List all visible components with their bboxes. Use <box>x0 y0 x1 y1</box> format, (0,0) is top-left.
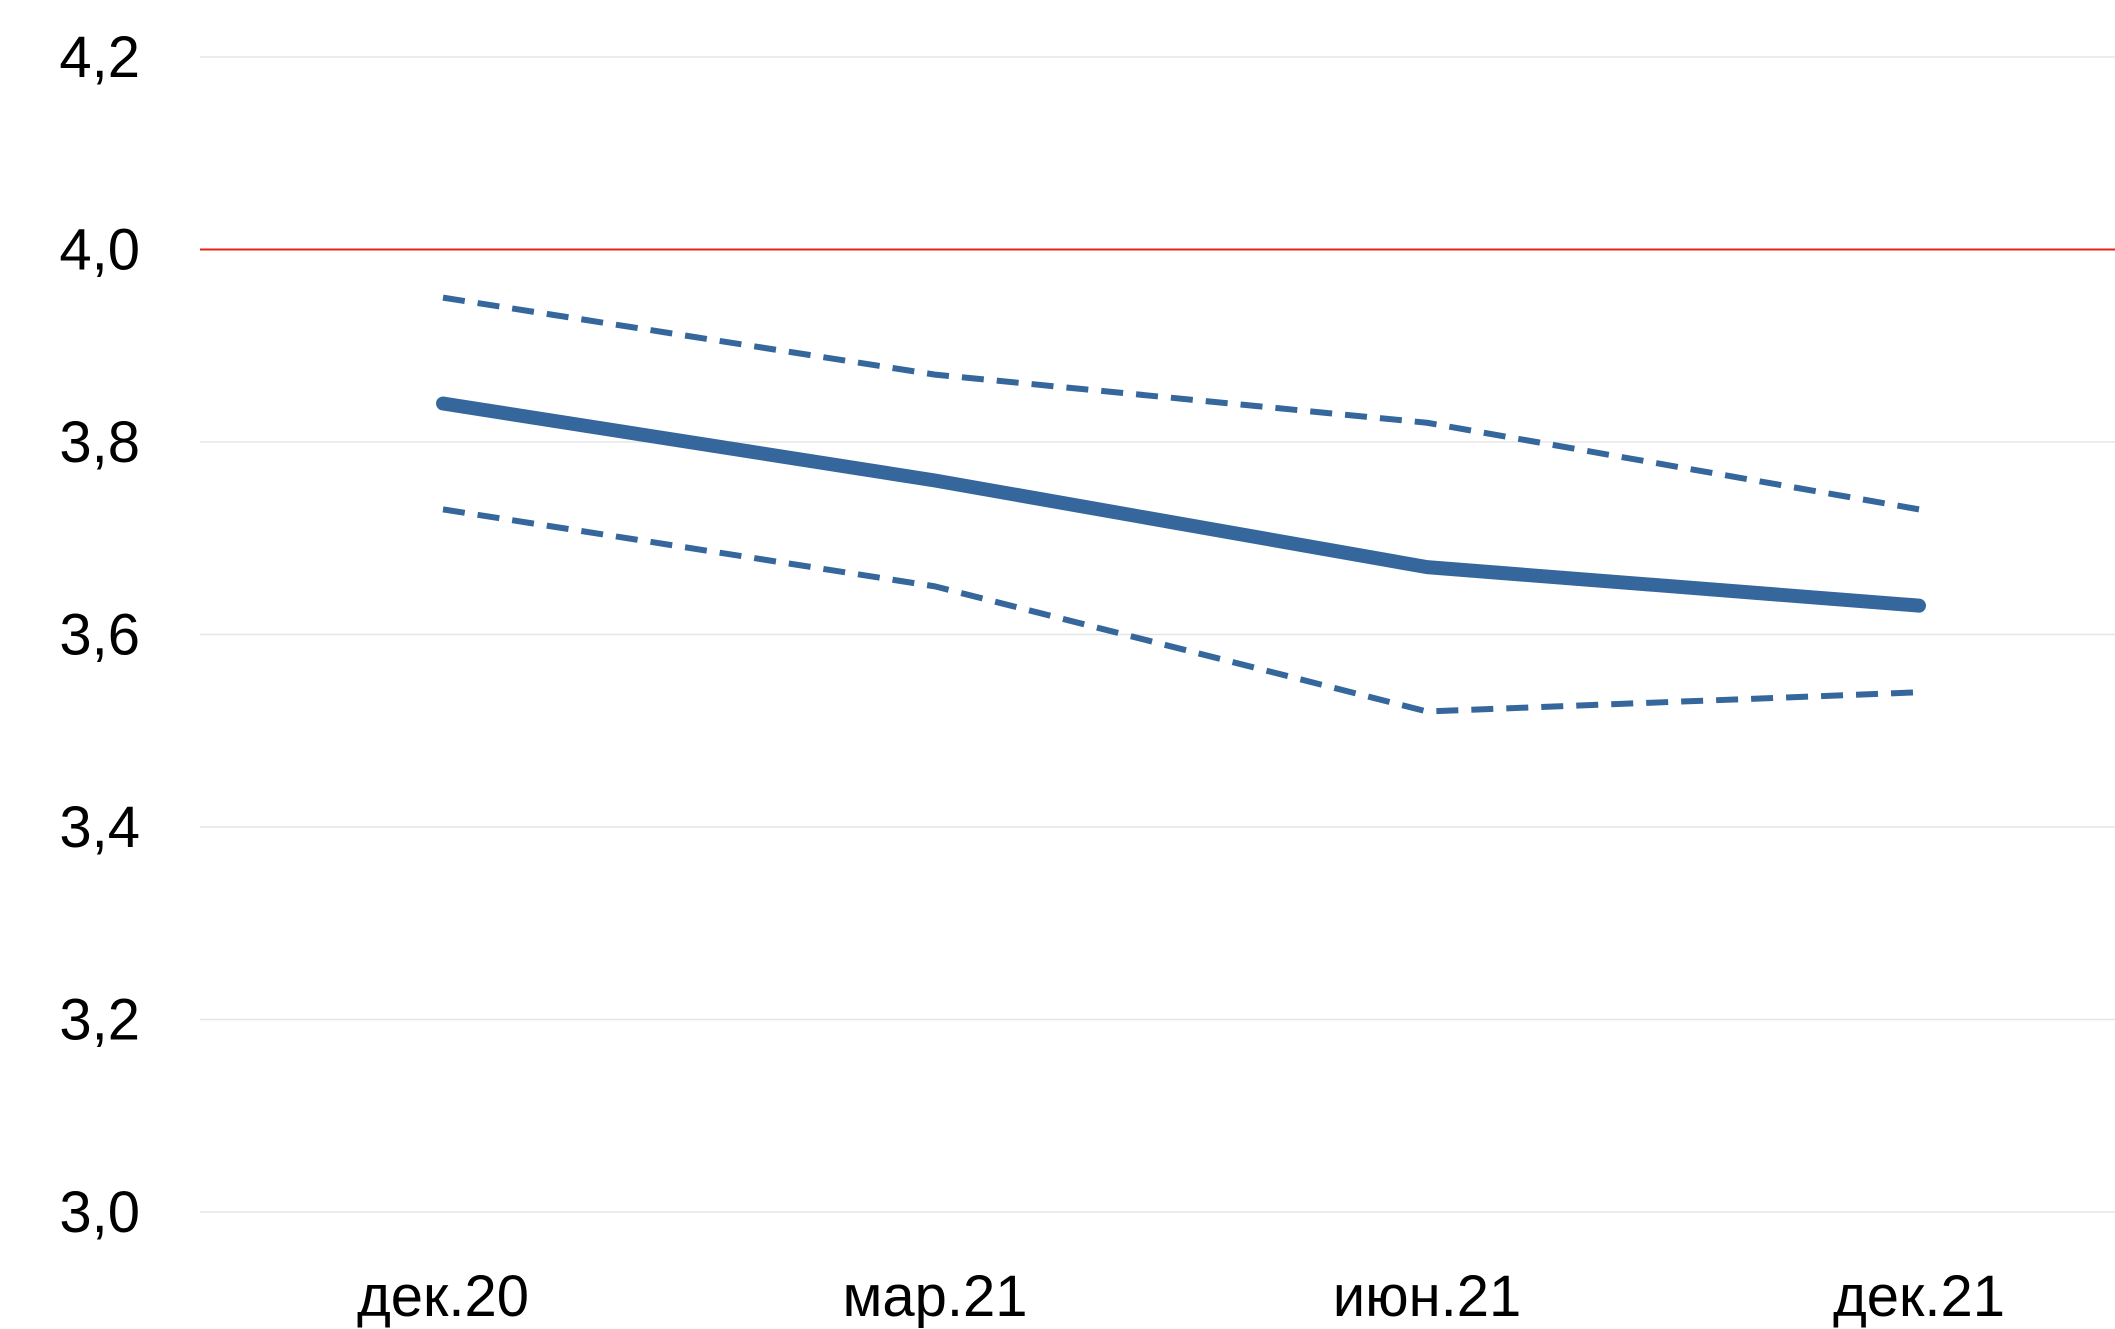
series-line-main <box>436 396 1926 613</box>
y-tick-label: 4,0 <box>59 218 140 283</box>
y-tick-label: 3,6 <box>59 603 140 668</box>
x-tick-label: дек.20 <box>357 1264 529 1329</box>
y-tick-label: 3,2 <box>59 988 140 1053</box>
y-tick-label: 3,4 <box>59 795 140 860</box>
y-tick-label: 3,0 <box>59 1180 140 1245</box>
series-line-bound <box>442 506 1920 715</box>
y-tick-label: 4,2 <box>59 25 140 90</box>
x-axis-ticks: дек.20 мар.21 июн.21 дек.21 <box>357 1264 2005 1329</box>
series-line-bound <box>442 294 1920 513</box>
x-tick-label: июн.21 <box>1333 1264 1522 1329</box>
x-tick-label: мар.21 <box>842 1264 1027 1329</box>
y-tick-label: 3,8 <box>59 410 140 475</box>
series-layer <box>436 294 1926 715</box>
x-tick-label: дек.21 <box>1833 1264 2005 1329</box>
y-axis-ticks: 3,0 3,2 3,4 3,6 3,8 4,0 4,2 <box>59 25 140 1245</box>
grid-layer <box>200 56 2115 1213</box>
